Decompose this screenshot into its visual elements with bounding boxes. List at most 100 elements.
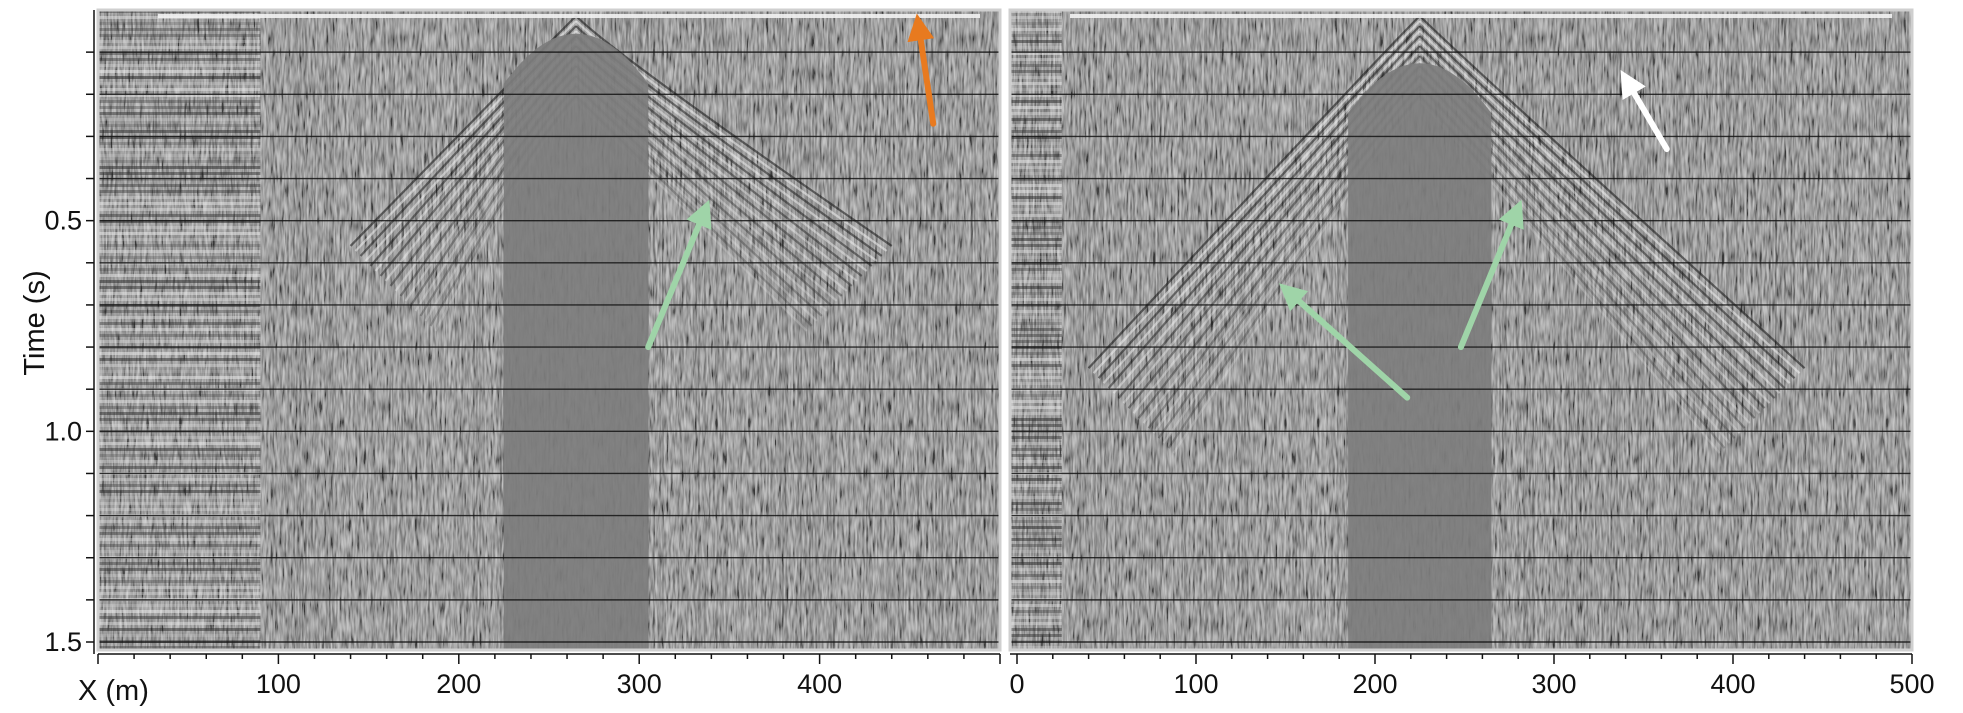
trace-streak [1817,10,1819,650]
noise-band [1010,628,1062,631]
trace-streak [935,10,937,650]
time-gridlines [1010,14,1912,643]
trace-streak [941,10,943,650]
noise-band [1010,646,1062,649]
trace-streak [1724,10,1726,650]
trace-streak [116,10,118,650]
noise-band [98,58,261,61]
trace-streak [725,10,727,650]
noise-band [1010,154,1062,157]
trace-streak [896,10,898,650]
x-tick-label: 100 [1173,669,1218,699]
trace-streak [1892,10,1894,650]
trace-streak [977,10,979,650]
trace-streak [944,10,946,650]
noise-band [98,364,261,367]
trace-streak [113,10,115,650]
trace-streak [1739,10,1741,650]
trace-streak [422,10,424,650]
trace-streak [431,10,433,650]
trace-streak [1826,10,1828,650]
trace-streak [1550,10,1552,650]
trace-streak [1640,10,1642,650]
trace-streak [1259,10,1261,650]
wavefront-left-limb [1097,25,1421,379]
wavefront-left-limb [1092,20,1421,374]
trace-streak [1553,10,1555,650]
trace-streak [1568,10,1570,650]
trace-streak [1580,10,1582,650]
noise-band [98,46,261,49]
noise-band [98,592,261,595]
trace-streak [1694,10,1696,650]
trace-streak [1343,10,1345,650]
trace-streak [845,10,847,650]
trace-streak [275,10,277,650]
noise-band [98,616,261,619]
trace-streak [1199,10,1201,650]
annotation-arrows [1279,69,1670,401]
trace-streak [920,10,922,650]
trace-streak [1532,10,1534,650]
wavefront-right-limb [1418,45,1776,399]
noise-band [1010,64,1062,67]
mute-zone [1348,63,1492,650]
trace-streak [1748,10,1750,650]
trace-streak [218,10,220,650]
trace-streak [1226,10,1228,650]
trace-streak [929,10,931,650]
noise-band [1010,364,1062,367]
trace-streak [1238,10,1240,650]
noise-band [1010,550,1062,553]
trace-streak [695,10,697,650]
noise-band [98,208,261,211]
trace-streak [305,10,307,650]
trace-streak [1253,10,1255,650]
trace-streak [224,10,226,650]
trace-streak [191,10,193,650]
trace-streak [101,10,103,650]
trace-streak [1697,10,1699,650]
trace-streak [1859,10,1861,650]
noise-band [98,298,261,301]
trace-streak [662,10,664,650]
noise-band [98,40,261,43]
noise-band [98,22,261,25]
noise-band [1010,340,1062,343]
trace-streak [317,10,319,650]
trace-streak [926,10,928,650]
trace-streak [359,10,361,650]
trace-streak [1499,10,1501,650]
trace-streak [1790,10,1792,650]
noise-band [98,34,261,37]
trace-streak [806,10,808,650]
trace-streak [869,10,871,650]
trace-streak [479,10,481,650]
trace-streak [866,10,868,650]
noise-band [98,622,261,625]
trace-streak [158,10,160,650]
noise-band [1010,532,1062,535]
trace-streak [491,10,493,650]
noise-band [98,280,261,283]
trace-streak [914,10,916,650]
noise-band [98,376,261,379]
trace-streak [665,10,667,650]
trace-streak [425,10,427,650]
trace-streak [413,10,415,650]
trace-streak [248,10,250,650]
noise-band [1010,406,1062,409]
noise-band [1010,142,1062,145]
trace-streak [1592,10,1594,650]
trace-streak [1031,10,1033,650]
trace-streak [389,10,391,650]
trace-streak [1637,10,1639,650]
wavefront-right-limb [575,15,893,247]
trace-streak [1673,10,1675,650]
trace-streak [299,10,301,650]
trace-streak [1517,10,1519,650]
trace-streak [908,10,910,650]
trace-streak [959,10,961,650]
trace-streak [1805,10,1807,650]
trace-streak [143,10,145,650]
